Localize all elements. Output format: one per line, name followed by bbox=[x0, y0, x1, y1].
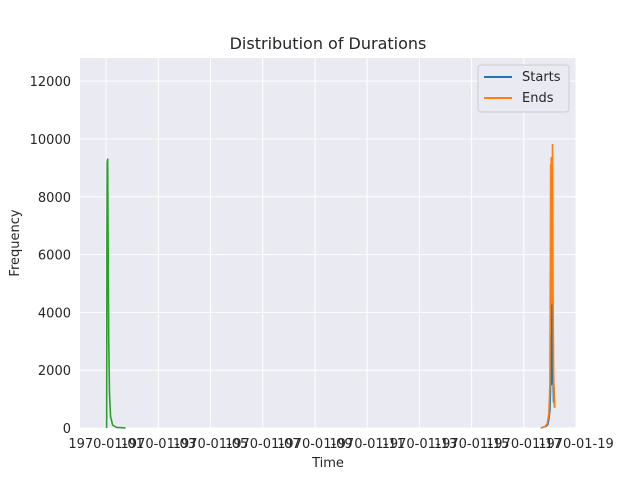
x-tick-label: 1970-01-15 bbox=[434, 437, 510, 452]
plot-area bbox=[80, 58, 576, 428]
y-tick-label: 2000 bbox=[38, 364, 71, 379]
x-tick-label: 1970-01-03 bbox=[121, 437, 197, 452]
x-tick-label: 1970-01-05 bbox=[173, 437, 249, 452]
x-tick-label: 1970-01-13 bbox=[382, 437, 458, 452]
y-tick-label: 0 bbox=[63, 422, 71, 437]
x-tick-label: 1970-01-17 bbox=[486, 437, 562, 452]
y-tick-label: 12000 bbox=[30, 75, 71, 90]
x-tick-label: 1970-01-07 bbox=[225, 437, 301, 452]
series-layer bbox=[105, 143, 556, 429]
legend-label-starts: Starts bbox=[522, 70, 561, 85]
y-tick-label: 10000 bbox=[30, 133, 71, 148]
tick-labels: 0200040006000800010000120001970-01-01197… bbox=[30, 75, 614, 452]
x-tick-label: 1970-01-19 bbox=[538, 437, 614, 452]
x-tick-label: 1970-01-09 bbox=[277, 437, 353, 452]
grid bbox=[80, 58, 577, 429]
series-line-ends bbox=[540, 143, 556, 429]
x-axis-label: Time bbox=[311, 456, 344, 471]
legend: Starts Ends bbox=[477, 64, 570, 113]
series-line-extra bbox=[105, 158, 126, 429]
chart-title: Distribution of Durations bbox=[230, 34, 427, 53]
legend-label-ends: Ends bbox=[522, 91, 554, 106]
y-tick-label: 6000 bbox=[38, 249, 71, 264]
y-tick-label: 4000 bbox=[38, 306, 71, 321]
y-axis-label: Frequency bbox=[8, 209, 23, 276]
y-tick-label: 8000 bbox=[38, 191, 71, 206]
x-tick-label: 1970-01-11 bbox=[329, 437, 405, 452]
x-tick-label: 1970-01-01 bbox=[68, 437, 144, 452]
